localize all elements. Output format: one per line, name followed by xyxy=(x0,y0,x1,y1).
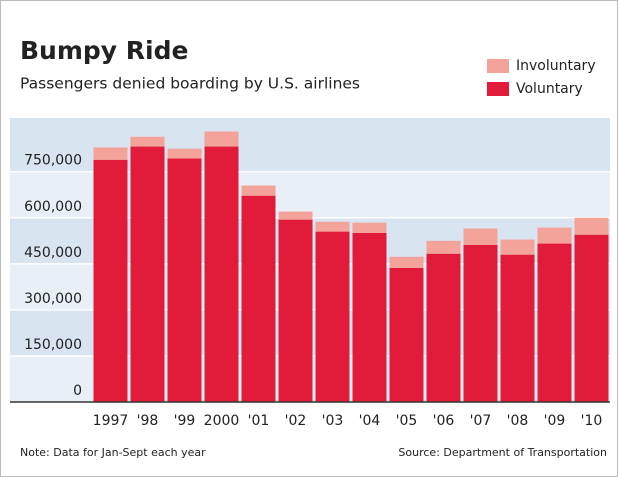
bar-segment xyxy=(130,136,165,147)
bar-segment xyxy=(352,232,387,402)
bar-segment xyxy=(537,243,572,402)
x-tick-label: '10 xyxy=(581,413,603,429)
bar-segment xyxy=(426,240,461,254)
bar-segment xyxy=(500,254,535,402)
bar-segment xyxy=(463,244,498,402)
bar-segment xyxy=(315,231,350,402)
legend-label: Voluntary xyxy=(516,81,583,97)
y-tick-label: 300,000 xyxy=(24,291,82,307)
bar-segment xyxy=(315,221,350,232)
bar-segment xyxy=(537,227,572,244)
x-tick-label: '99 xyxy=(174,413,196,429)
bar-segment xyxy=(278,219,313,402)
bar-segment xyxy=(389,256,424,268)
bar-segment xyxy=(204,131,239,147)
bar-segment xyxy=(241,185,276,196)
bar-segment xyxy=(167,148,202,159)
bar-segment xyxy=(93,159,128,402)
y-tick-label: 0 xyxy=(73,383,82,399)
bar-segment xyxy=(167,158,202,402)
bar-segment xyxy=(574,217,609,235)
bar-segment xyxy=(204,146,239,402)
x-tick-label: '98 xyxy=(137,413,159,429)
bar-segment xyxy=(389,267,424,402)
x-tick-label: '06 xyxy=(433,413,455,429)
bar-segment xyxy=(426,253,461,402)
y-tick-label: 600,000 xyxy=(24,199,82,215)
bar-segment xyxy=(278,211,313,220)
y-tick-label: 750,000 xyxy=(24,153,82,169)
x-tick-label: '01 xyxy=(248,413,270,429)
bar-segment xyxy=(463,228,498,245)
legend-swatch xyxy=(487,82,509,96)
legend-swatch xyxy=(487,59,509,73)
y-tick-label: 450,000 xyxy=(24,245,82,261)
bar-segment xyxy=(352,222,387,233)
x-tick-label: '09 xyxy=(544,413,566,429)
source: Source: Department of Transportation xyxy=(398,446,607,459)
legend-label: Involuntary xyxy=(516,58,596,74)
x-tick-label: '07 xyxy=(470,413,492,429)
note: Note: Data for Jan-Sept each year xyxy=(20,446,206,459)
bar-segment xyxy=(500,239,535,255)
y-tick-label: 150,000 xyxy=(24,337,82,353)
chart-subtitle: Passengers denied boarding by U.S. airli… xyxy=(20,75,360,93)
x-tick-label: '04 xyxy=(359,413,381,429)
x-tick-label: '02 xyxy=(285,413,307,429)
chart-title: Bumpy Ride xyxy=(20,36,188,65)
bar-segment xyxy=(130,146,165,402)
x-tick-label: '03 xyxy=(322,413,344,429)
bar-segment xyxy=(574,234,609,402)
bar-segment xyxy=(93,147,128,160)
bar-segment xyxy=(241,195,276,402)
x-tick-label: '05 xyxy=(396,413,418,429)
x-tick-label: '08 xyxy=(507,413,529,429)
x-tick-label: 2000 xyxy=(204,413,240,429)
x-tick-label: 1997 xyxy=(93,413,129,429)
